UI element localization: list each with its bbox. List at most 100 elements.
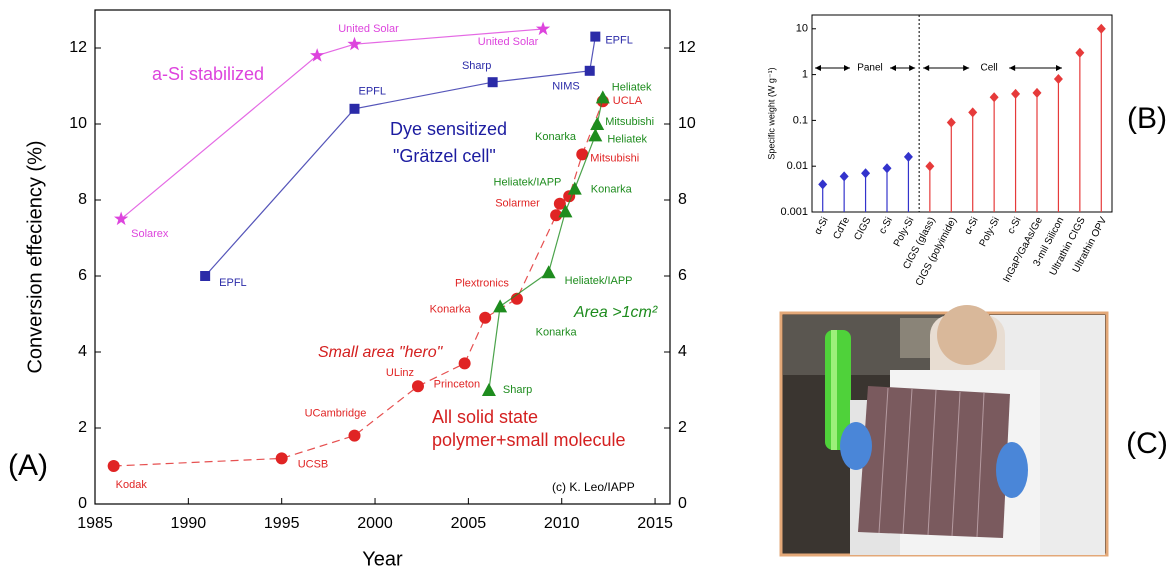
y2-tick-label: 4 bbox=[678, 343, 687, 360]
triangle-marker bbox=[588, 128, 603, 142]
y2-tick-label: 12 bbox=[678, 39, 696, 56]
circle-marker bbox=[510, 292, 523, 305]
circle-marker bbox=[479, 311, 492, 324]
diamond-marker bbox=[839, 171, 849, 182]
diamond-marker bbox=[1075, 47, 1085, 58]
point-label: Konarka bbox=[591, 184, 633, 196]
point-label: Plextronics bbox=[455, 278, 509, 290]
y-axis-title: Conversion effeciency (%) bbox=[24, 140, 46, 373]
x-tick-label: 1995 bbox=[264, 515, 300, 532]
point-label: Mitsubishi bbox=[590, 152, 639, 164]
panel-label: (A) bbox=[8, 449, 48, 482]
point-label: Heliatek/IAPP bbox=[494, 176, 562, 188]
x-tick-label: 2015 bbox=[637, 515, 673, 532]
point-label: Kodak bbox=[116, 479, 148, 491]
triangle-marker bbox=[558, 204, 573, 218]
x-tick-label: CdTe bbox=[831, 215, 852, 241]
point-label: Heliatek bbox=[612, 81, 652, 93]
circle-marker bbox=[411, 380, 424, 393]
y2-tick-label: 2 bbox=[678, 419, 687, 436]
panel-label: (B) bbox=[1127, 102, 1167, 135]
diamond-marker bbox=[1011, 88, 1021, 99]
y-tick-label: 6 bbox=[78, 267, 87, 284]
circle-marker bbox=[348, 429, 361, 442]
annotation: Area >1cm² bbox=[573, 304, 658, 321]
annotation: All solid state bbox=[432, 407, 538, 427]
x-tick-label: CIGS bbox=[852, 215, 873, 242]
arrow-head bbox=[923, 65, 930, 71]
point-label: ULinz bbox=[386, 367, 414, 379]
point-label: Solarex bbox=[131, 228, 169, 240]
series-line bbox=[120, 28, 544, 220]
square-marker bbox=[349, 103, 360, 114]
y-tick-label: 8 bbox=[78, 191, 87, 208]
x-tick-label: 2005 bbox=[451, 515, 487, 532]
circle-marker bbox=[107, 460, 120, 472]
star-marker bbox=[535, 21, 551, 36]
annotation: Dye sensitized bbox=[390, 119, 507, 139]
x-axis-title: Year bbox=[362, 548, 403, 570]
circle-marker bbox=[553, 197, 566, 210]
arrow-head bbox=[844, 65, 850, 71]
point-label: Mitsubishi bbox=[605, 116, 654, 128]
point-label: EPFL bbox=[358, 86, 386, 98]
point-label: Konarka bbox=[536, 326, 578, 338]
point-label: UCLA bbox=[613, 95, 643, 107]
circle-marker bbox=[458, 357, 471, 370]
arrow-head bbox=[963, 65, 970, 71]
x-tick-label: α-Si bbox=[813, 215, 831, 236]
y-tick-label: 0.1 bbox=[793, 114, 808, 126]
point-label: Sharp bbox=[503, 384, 532, 396]
triangle-marker bbox=[590, 117, 605, 130]
x-tick-label: 1985 bbox=[77, 515, 113, 532]
x-tick-label: c-Si bbox=[1006, 215, 1024, 235]
diamond-marker bbox=[882, 163, 892, 174]
x-tick-label: 1990 bbox=[171, 515, 207, 532]
annotation: (c) K. Leo/IAPP bbox=[552, 480, 635, 494]
plot-frame bbox=[94, 9, 671, 505]
y-tick-label: 12 bbox=[69, 39, 87, 56]
annotation: Konarka bbox=[535, 131, 577, 143]
star-marker bbox=[347, 36, 362, 51]
y-axis-title: Specific weight (W g⁻¹) bbox=[766, 67, 776, 159]
diamond-marker bbox=[989, 92, 999, 103]
triangle-marker bbox=[595, 90, 610, 104]
point-label: NIMS bbox=[552, 81, 580, 93]
panel-label: (C) bbox=[1126, 427, 1168, 460]
diamond-marker bbox=[925, 161, 935, 172]
point-label: Heliatek/IAPP bbox=[565, 275, 633, 287]
x-tick-label: 2010 bbox=[544, 515, 580, 532]
photo bbox=[779, 305, 1109, 557]
triangle-marker bbox=[541, 265, 556, 279]
annotation: Cell bbox=[981, 63, 998, 74]
annotation: Small area "hero" bbox=[318, 344, 444, 361]
annotation: a-Si stabilized bbox=[152, 64, 264, 84]
y-tick-label: 0.01 bbox=[787, 160, 808, 172]
plot-frame bbox=[811, 14, 1113, 213]
diamond-marker bbox=[1096, 23, 1106, 34]
diamond-marker bbox=[1053, 74, 1063, 85]
star-marker bbox=[310, 48, 325, 62]
x-tick-label: c-Si bbox=[877, 215, 895, 235]
arrow-head bbox=[815, 65, 821, 71]
point-label: EPFL bbox=[219, 277, 247, 289]
point-label: Konarka bbox=[430, 304, 472, 316]
y2-tick-label: 10 bbox=[678, 115, 696, 132]
square-marker bbox=[590, 31, 601, 42]
point-label: UCSB bbox=[298, 458, 329, 470]
point-label: Sharp bbox=[462, 60, 491, 72]
y2-tick-label: 8 bbox=[678, 191, 687, 208]
y2-tick-label: 0 bbox=[678, 495, 687, 512]
point-label: Princeton bbox=[434, 378, 480, 390]
arrow-head bbox=[1009, 65, 1016, 71]
x-tick-label: 2000 bbox=[357, 515, 393, 532]
annotation: "Grätzel cell" bbox=[393, 146, 496, 166]
y-tick-label: 0.001 bbox=[780, 206, 808, 218]
circle-marker bbox=[576, 148, 589, 161]
diamond-marker bbox=[968, 107, 978, 118]
diamond-marker bbox=[1032, 87, 1042, 98]
x-tick-label: α-Si bbox=[963, 215, 981, 236]
square-marker bbox=[200, 271, 211, 281]
arrow-head bbox=[909, 65, 916, 71]
